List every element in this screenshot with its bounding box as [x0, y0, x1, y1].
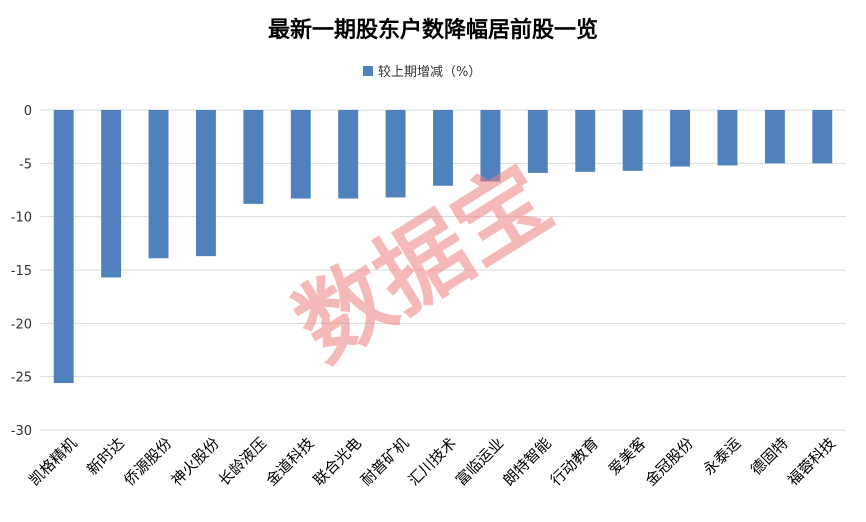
bar [622, 110, 643, 171]
x-category-label: 联合光电 [310, 434, 365, 489]
x-category-label: 神火股份 [168, 434, 223, 489]
x-category-label: 新时达 [83, 434, 128, 479]
y-tick-label: 0 [24, 104, 32, 119]
bar [433, 110, 453, 186]
bar [717, 110, 738, 166]
y-tick-label: -25 [11, 371, 32, 386]
bar [53, 110, 74, 384]
x-category-label: 永泰运 [700, 434, 745, 479]
bars [53, 110, 833, 384]
x-category-label: 长龄液压 [215, 434, 270, 489]
bar [480, 110, 501, 182]
x-category-label: 侨源股份 [120, 434, 175, 489]
bar [670, 110, 691, 167]
x-category-label: 金道科技 [262, 434, 317, 489]
x-category-label: 福蓉科技 [784, 434, 839, 489]
legend: 较上期增减（%） [363, 65, 481, 80]
gridlines [40, 109, 846, 431]
bar [764, 110, 785, 164]
x-category-label: 凯格精机 [25, 434, 80, 489]
y-tick-label: -15 [11, 264, 32, 279]
x-category-label: 爱美客 [605, 434, 650, 479]
y-tick-label: -5 [19, 157, 32, 172]
bar [338, 110, 359, 199]
bar [290, 110, 311, 199]
x-category-label: 朗特智能 [499, 434, 554, 489]
x-axis-categories: 凯格精机 新时达侨源股份神火股份长龄液压金道科技联合光电耐普矿机汇川技术富临运业朗… [25, 434, 839, 489]
legend-swatch [363, 66, 373, 76]
bar [527, 110, 548, 173]
y-tick-label: -20 [11, 317, 32, 332]
x-category-label: 行动教育 [547, 434, 602, 489]
y-axis-ticks: 0 -5 -10 -15 -20 -25 -30 [11, 104, 32, 439]
y-tick-label: -10 [11, 211, 32, 226]
x-category-label: 汇川技术 [405, 434, 460, 489]
bar [195, 110, 216, 257]
chart-title: 最新一期股东户数降幅居前股一览 [268, 17, 598, 43]
legend-label: 较上期增减（%） [378, 65, 481, 80]
bar [385, 110, 406, 198]
bar [812, 110, 833, 164]
x-category-label: 德固特 [747, 434, 792, 479]
y-tick-label: -30 [11, 424, 32, 439]
bar [575, 110, 596, 172]
bar [243, 110, 264, 204]
bar [148, 110, 169, 259]
x-category-label: 耐普矿机 [357, 434, 412, 489]
x-category-label: 富临运业 [452, 434, 507, 489]
x-category-label: 金冠股份 [642, 434, 697, 489]
watermark: 数据宝 [278, 145, 569, 382]
bar [101, 110, 122, 278]
